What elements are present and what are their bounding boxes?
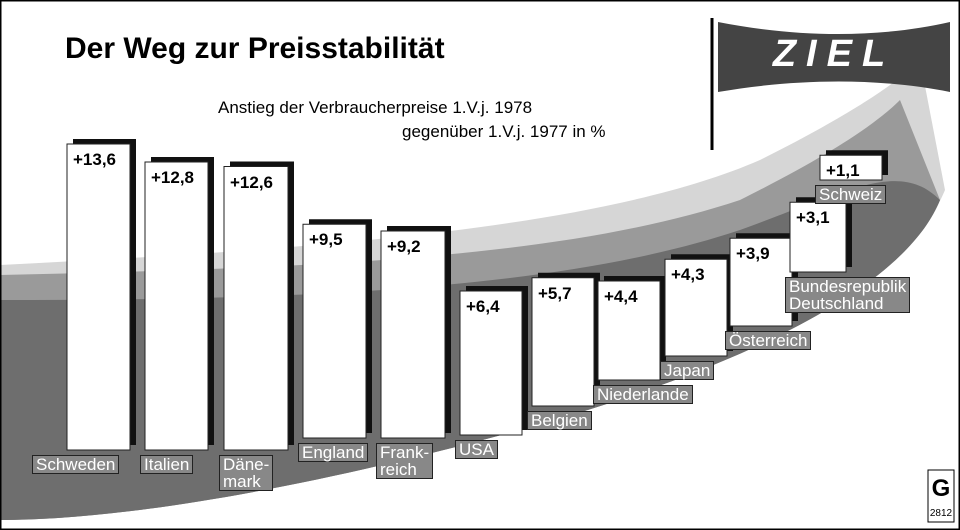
code: 2812 [930, 508, 953, 519]
chart-title: Der Weg zur Preisstabilität [65, 32, 445, 65]
x-tick-label: Japan [660, 361, 715, 380]
banner [718, 22, 950, 92]
x-tick-label: Italien [140, 455, 194, 474]
x-tick-label: Schweiz [815, 185, 887, 204]
bar [144, 161, 209, 451]
bar [597, 280, 661, 381]
value-label: +4,4 [604, 287, 638, 306]
logo: G [932, 475, 951, 502]
logo-box [927, 469, 955, 523]
bar [819, 154, 883, 181]
value-label: +1,1 [826, 161, 860, 181]
x-tick-label: Belgien [527, 411, 592, 430]
subtitle: gegenüber 1.V.j. 1977 in % [402, 122, 606, 141]
x-tick-label: USA [455, 440, 498, 459]
bar [789, 201, 847, 273]
bar [380, 230, 446, 439]
bar [302, 223, 367, 439]
bar [664, 258, 728, 357]
x-tick-label: Däne- mark [219, 455, 274, 491]
value-label: +9,2 [387, 237, 421, 256]
x-tick-label: Bundesrepublik Deutschland [785, 277, 911, 313]
x-tick-label: Österreich [725, 331, 812, 350]
x-tick-label: Schweden [32, 455, 120, 474]
value-label: +12,8 [151, 168, 195, 187]
bar [459, 290, 523, 436]
value-label: +3,1 [796, 208, 830, 228]
value-label: +9,5 [309, 230, 343, 250]
bar [531, 277, 595, 407]
x-tick-label: England [298, 443, 369, 462]
value-label: +3,9 [736, 244, 770, 264]
bar [729, 237, 793, 327]
value-label: +12,6 [230, 172, 274, 192]
value-label: +5,7 [538, 283, 572, 303]
bar [223, 166, 289, 451]
banner-text: ZIEL [772, 33, 895, 75]
value-label: +13,6 [73, 150, 117, 169]
x-tick-label: Frank- reich [376, 443, 434, 479]
subtitle: Anstieg der Verbraucherpreise 1.V.j. 197… [218, 98, 533, 117]
x-tick-label: Niederlande [593, 385, 693, 404]
value-label: +6,4 [466, 297, 500, 316]
value-label: +4,3 [671, 265, 705, 285]
bar [66, 143, 131, 451]
